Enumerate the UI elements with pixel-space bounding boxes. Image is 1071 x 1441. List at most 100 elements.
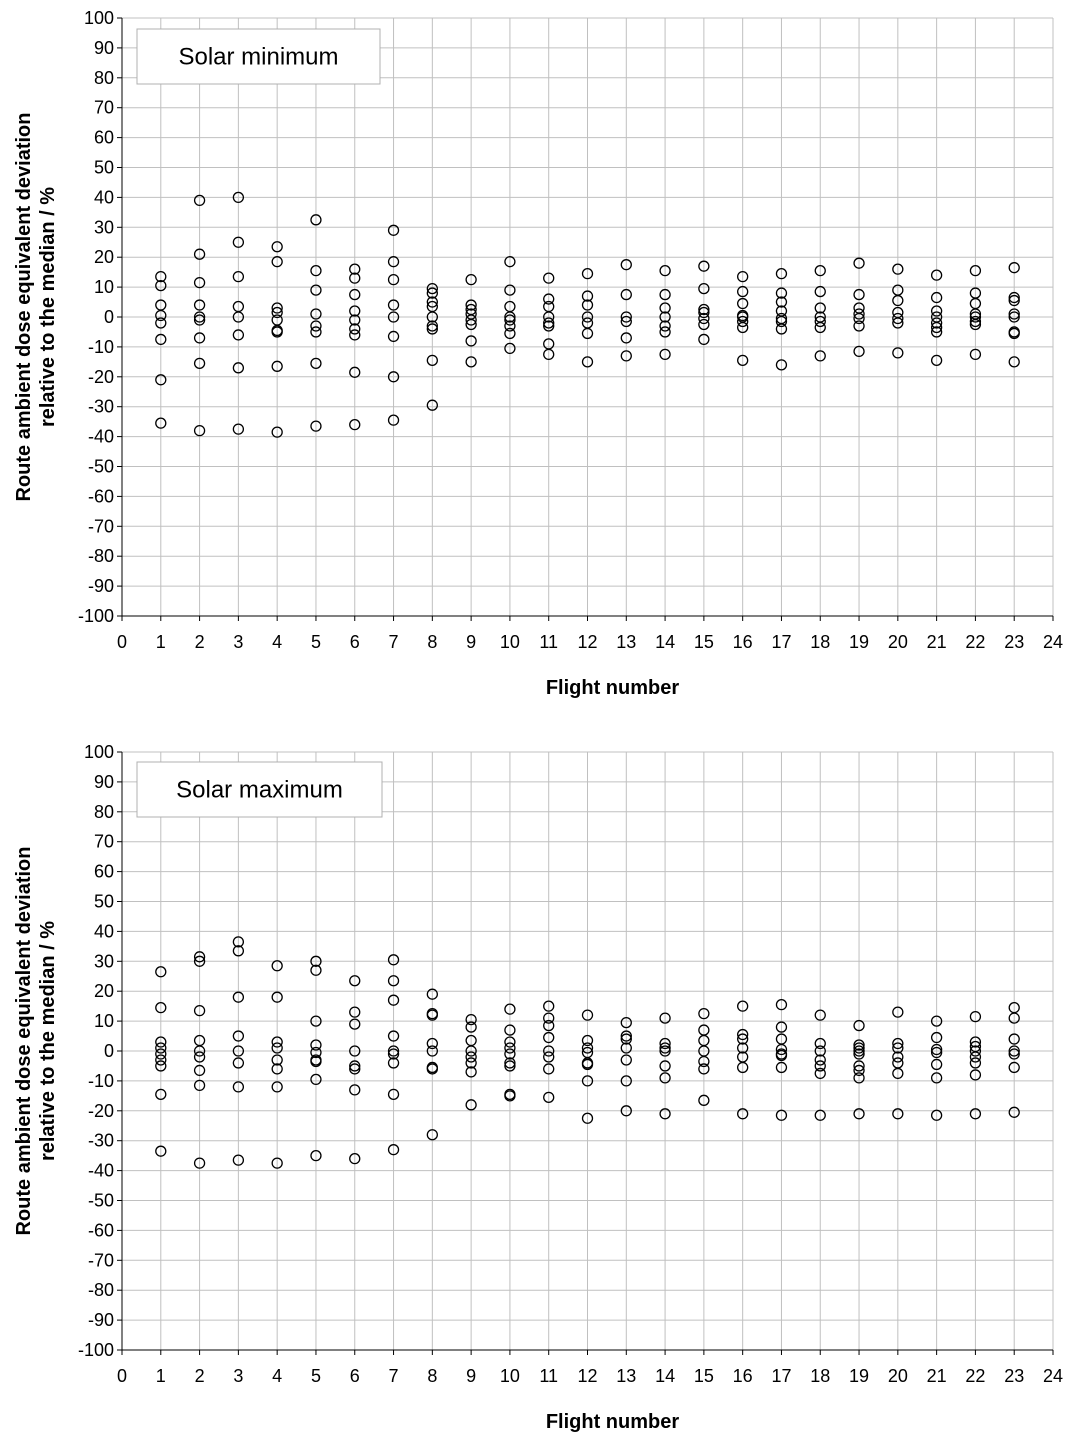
data-point — [737, 1033, 749, 1045]
data-point — [659, 348, 671, 361]
data-point — [387, 1030, 400, 1042]
data-point — [271, 1157, 283, 1169]
y-axis-title-line: Route ambient dose equivalent deviation — [13, 113, 35, 502]
data-point — [969, 1036, 982, 1048]
data-point — [659, 265, 671, 277]
data-point — [581, 1075, 594, 1087]
x-tick-label: 13 — [616, 1366, 636, 1386]
data-point — [349, 329, 361, 341]
data-point — [504, 1042, 516, 1054]
data-point — [387, 1144, 400, 1156]
data-point — [271, 1054, 283, 1066]
y-tick-label: 60 — [94, 128, 114, 148]
data-point — [853, 308, 865, 320]
data-point — [698, 318, 710, 331]
data-point — [155, 417, 167, 429]
x-tick-label: 19 — [849, 1366, 869, 1386]
data-point — [737, 285, 749, 298]
x-tick-label: 6 — [350, 632, 360, 652]
y-tick-label: -80 — [88, 1280, 114, 1300]
x-tick-label: 14 — [655, 1366, 675, 1386]
data-point — [853, 1045, 865, 1057]
data-point — [232, 936, 245, 948]
data-point — [155, 270, 167, 283]
data-point — [543, 1031, 555, 1044]
x-tick-label: 21 — [927, 1366, 947, 1386]
data-point — [698, 1094, 710, 1106]
data-point — [543, 1051, 555, 1063]
data-point — [969, 315, 982, 328]
data-point — [232, 1030, 245, 1042]
data-point — [814, 1067, 826, 1080]
data-point — [737, 315, 749, 328]
data-point — [504, 342, 516, 355]
series-1 — [155, 936, 1020, 1169]
data-point — [155, 1042, 167, 1054]
annotation-box — [136, 761, 383, 818]
data-point — [581, 1058, 594, 1071]
data-point — [349, 314, 361, 326]
data-point — [387, 1045, 400, 1057]
data-point — [698, 260, 710, 272]
data-point — [930, 1072, 943, 1084]
data-point — [387, 414, 400, 426]
data-point — [814, 265, 826, 277]
data-point — [543, 1091, 555, 1103]
data-point — [155, 1036, 167, 1048]
data-point — [232, 329, 245, 341]
data-point — [271, 960, 283, 972]
data-point — [892, 1051, 904, 1063]
data-point — [543, 320, 555, 332]
data-point — [814, 302, 826, 314]
y-tick-label: 100 — [84, 742, 114, 762]
data-point — [504, 1048, 516, 1060]
data-point — [1008, 356, 1020, 368]
data-point — [737, 354, 749, 367]
data-point — [543, 317, 555, 329]
x-tick-label: 12 — [577, 1366, 597, 1386]
data-point — [504, 284, 516, 296]
x-tick-label: 23 — [1004, 1366, 1024, 1386]
y-axis-title: Route ambient dose equivalent deviation r… — [13, 113, 59, 502]
x-tick-label: 12 — [577, 632, 597, 652]
y-tick-label: -20 — [88, 1101, 114, 1121]
data-point — [814, 1037, 826, 1050]
data-point — [1008, 1106, 1020, 1118]
data-point — [698, 303, 710, 316]
data-point — [814, 315, 826, 328]
data-point — [853, 1039, 865, 1051]
data-point — [232, 1045, 245, 1057]
data-point — [659, 1108, 671, 1120]
y-tick-label: -50 — [88, 457, 114, 477]
data-point — [310, 1073, 322, 1086]
data-point — [155, 966, 167, 978]
data-point — [853, 288, 865, 301]
data-point — [1008, 1012, 1020, 1024]
data-point — [581, 327, 594, 340]
y-tick-label: 50 — [94, 892, 114, 912]
data-point — [465, 1057, 477, 1069]
annotation-label: Solar maximum — [176, 777, 343, 804]
data-point — [349, 323, 361, 335]
data-point — [737, 297, 749, 310]
data-point — [193, 194, 206, 207]
data-point — [387, 975, 400, 987]
data-point — [581, 1034, 594, 1047]
y-tick-label: -60 — [88, 486, 114, 506]
data-point — [349, 1006, 361, 1018]
data-point — [698, 1063, 710, 1075]
x-tick-label: 2 — [195, 632, 205, 652]
data-point — [155, 1145, 167, 1157]
data-point — [930, 321, 943, 334]
x-tick-label: 3 — [233, 1366, 243, 1386]
x-tick-label: 5 — [311, 632, 321, 652]
data-point — [310, 265, 322, 277]
data-point — [581, 267, 594, 280]
data-point — [969, 1010, 982, 1023]
data-point — [969, 311, 982, 323]
data-point — [193, 1051, 206, 1063]
data-point — [930, 1109, 943, 1121]
data-point — [465, 1066, 477, 1078]
data-point — [581, 299, 594, 311]
